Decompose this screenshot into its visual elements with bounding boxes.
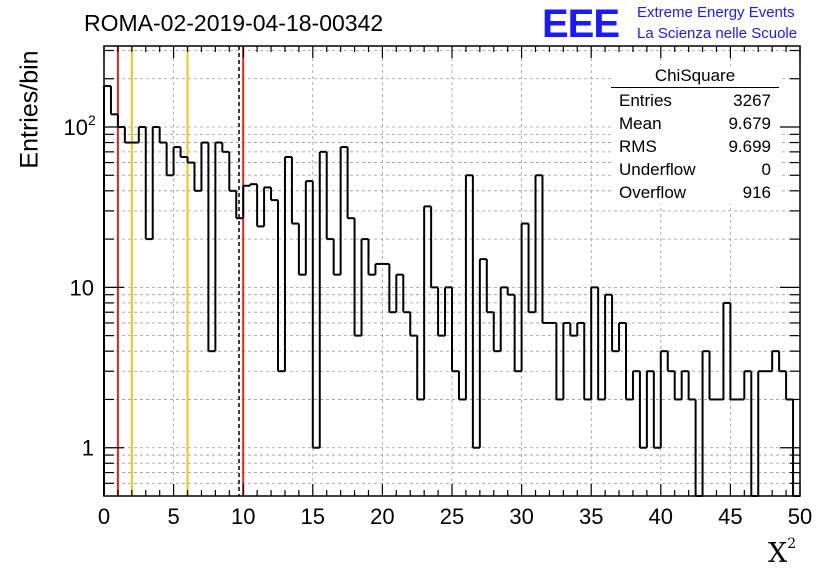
x-tick-label: 10 — [231, 504, 255, 529]
stats-value: 0 — [761, 160, 771, 179]
stats-label: Overflow — [619, 183, 687, 202]
stats-value: 9.679 — [728, 114, 771, 133]
x-tick-label: 50 — [788, 504, 812, 529]
logo-line-2: La Scienza nelle Scuole — [637, 25, 798, 42]
y-tick-label: 1 — [82, 436, 94, 461]
stats-value: 916 — [742, 183, 771, 202]
x-tick-label: 40 — [649, 504, 673, 529]
stats-row-mean: Mean 9.679 — [611, 112, 779, 135]
x-tick-label: 35 — [579, 504, 603, 529]
stats-label: RMS — [619, 137, 657, 156]
histogram-series — [103, 85, 800, 497]
axis-ticks — [103, 46, 801, 496]
x-tick-label: 5 — [167, 504, 179, 529]
y-tick-label: 10 — [64, 115, 88, 140]
stats-row-rms: RMS 9.699 — [611, 135, 779, 158]
x-axis-label-base: X — [768, 538, 788, 569]
stats-label: Underflow — [619, 160, 696, 179]
y-axis-label: Entries/bin — [15, 50, 44, 169]
stats-label: Entries — [619, 91, 672, 110]
x-tick-label: 45 — [718, 504, 742, 529]
stats-row-underflow: Underflow 0 — [611, 158, 779, 181]
x-tick-labels: 0 5 10 15 20 25 30 35 40 45 50 — [98, 504, 812, 529]
x-axis-label-superscript: 2 — [787, 536, 797, 552]
stats-box: ChiSquare Entries 3267 Mean 9.679 RMS 9.… — [611, 66, 779, 204]
x-axis-label: X2 — [768, 536, 797, 569]
x-tick-label: 30 — [509, 504, 533, 529]
stats-row-overflow: Overflow 916 — [611, 181, 779, 204]
y-tick-label-superscript: 2 — [88, 112, 96, 128]
x-tick-label: 20 — [370, 504, 394, 529]
reference-lines — [116, 46, 245, 496]
stats-value: 3267 — [733, 91, 771, 110]
logo-line-1: Extreme Energy Events — [637, 4, 795, 21]
stats-value: 9.699 — [728, 137, 771, 156]
stats-title: ChiSquare — [611, 66, 779, 88]
x-tick-label: 15 — [301, 504, 325, 529]
stats-label: Mean — [619, 114, 662, 133]
stats-row-entries: Entries 3267 — [611, 89, 779, 112]
x-tick-label: 25 — [440, 504, 464, 529]
x-tick-label: 0 — [98, 504, 110, 529]
eee-logo: EEE — [542, 2, 620, 46]
histogram-title: ROMA-02-2019-04-18-00342 — [84, 10, 384, 36]
y-tick-label: 10 — [70, 275, 94, 300]
